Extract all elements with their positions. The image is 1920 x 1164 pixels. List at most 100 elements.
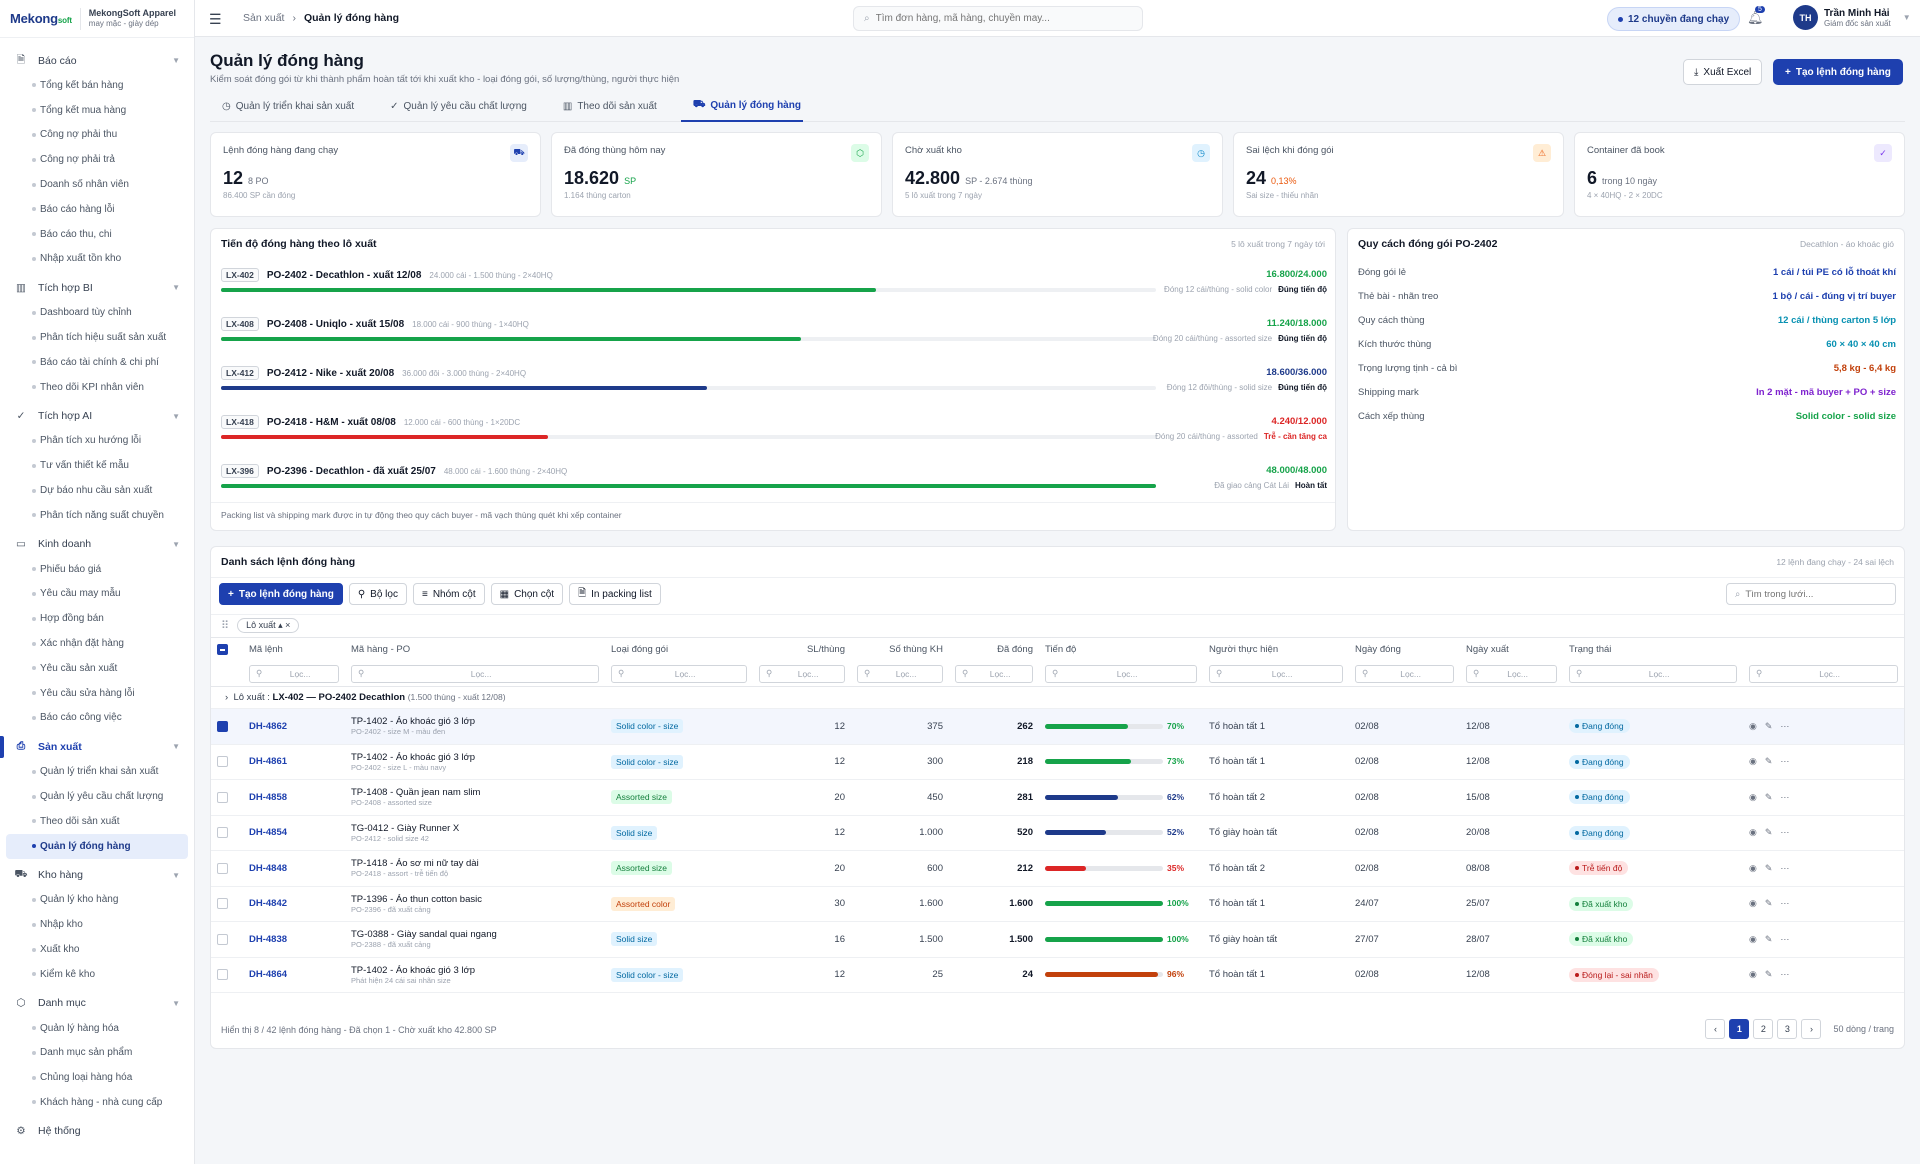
choose-columns-button[interactable]: ▦ Chọn cột	[490, 583, 564, 605]
user-menu[interactable]: TH Trần Minh Hải Giám đốc sản xuất ▼	[1793, 5, 1911, 30]
table-row[interactable]: DH-4848 TP-1418 - Áo sơ mi nữ tay dài PO-…	[211, 850, 1904, 887]
table-row[interactable]: DH-4861 TP-1402 - Áo khoác gió 3 lớp PO-2…	[211, 744, 1904, 780]
sidebar-item[interactable]: Tư vấn thiết kế mẫu	[0, 453, 194, 478]
bell-icon[interactable]: 🔔︎ 5	[1747, 6, 1765, 25]
kpi-card[interactable]: Container đã book ✓ 6 trong 10 ngày 4 × 40HQ…	[1574, 132, 1905, 217]
order-code[interactable]: DH-4842	[249, 898, 288, 910]
eye-icon[interactable]: ◉	[1749, 862, 1765, 873]
sidebar-item[interactable]: Quản lý yêu cầu chất lượng	[0, 784, 194, 809]
table-row[interactable]: DH-4842 TP-1396 - Áo thun cotton basic PO…	[211, 886, 1904, 922]
row-checkbox[interactable]	[217, 756, 228, 768]
column-header[interactable]: Tiến độ	[1039, 637, 1203, 662]
sidebar-item[interactable]: Báo cáo tài chính & chi phí	[0, 350, 194, 375]
tab-0[interactable]: ◷ Quản lý triển khai sản xuất	[222, 101, 355, 112]
crumb-production[interactable]: Sản xuất	[243, 12, 285, 24]
column-filter-input[interactable]: ⚲ Lọc...	[351, 664, 599, 683]
sidebar-group-1[interactable]: ▥ Tích hợp BI ▼	[0, 275, 194, 300]
column-filter-input[interactable]: ⚲ Lọc...	[955, 664, 1033, 683]
table-row[interactable]: DH-4858 TP-1408 - Quần jean nam slim PO-2…	[211, 779, 1904, 816]
sidebar-group-7[interactable]: ⚙ Hệ thống	[0, 1119, 194, 1144]
table-row[interactable]: DH-4854 TG-0412 - Giày Runner X PO-2412 -…	[211, 815, 1904, 851]
kpi-card[interactable]: Đã đóng thùng hôm nay ⬡ 18.620 SP 1.164 thùn…	[551, 132, 882, 217]
edit-icon[interactable]: ✎	[1764, 756, 1781, 767]
eye-icon[interactable]: ◉	[1749, 756, 1765, 767]
group-chip[interactable]: Lô xuất ▴ ×	[237, 618, 300, 633]
more-icon[interactable]: ⋯	[1780, 898, 1798, 909]
select-all[interactable]	[211, 637, 243, 662]
edit-icon[interactable]: ✎	[1764, 862, 1781, 873]
sidebar-item[interactable]: Dashboard tùy chỉnh	[0, 300, 194, 325]
sidebar-item[interactable]: Quản lý đóng hàng	[6, 833, 188, 859]
column-header[interactable]: Ngày đóng	[1349, 637, 1460, 662]
order-code[interactable]: DH-4858	[249, 791, 288, 803]
sidebar-item[interactable]: Yêu cầu may mẫu	[0, 582, 194, 607]
sidebar-group-5[interactable]: ⛟ Kho hàng ▼	[14, 868, 180, 882]
edit-icon[interactable]: ✎	[1764, 720, 1781, 731]
logo[interactable]: Mekongsoft	[10, 11, 72, 26]
page-button[interactable]: 1	[1729, 1019, 1750, 1039]
column-filter-input[interactable]: ⚲ Lọc...	[759, 664, 845, 683]
sidebar-item[interactable]: Phân tích năng suất chuyền	[0, 503, 194, 528]
kpi-card[interactable]: Lệnh đóng hàng đang chạy ⛟ 12 8 PO 86.400 SP…	[210, 132, 541, 217]
table-row[interactable]: DH-4864 TP-1402 - Áo khoác gió 3 lớp Phát…	[211, 957, 1904, 993]
kpi-card[interactable]: Sai lệch khi đóng gói ⚠ 24 0,13% Sai size - …	[1233, 132, 1564, 217]
column-header[interactable]: SL/thùng	[753, 637, 851, 662]
sidebar-item[interactable]: Báo cáo thu, chi	[0, 222, 194, 247]
row-checkbox[interactable]	[217, 933, 228, 945]
progress-row[interactable]: LX-408 PO-2408 - Uniqlo - xuất 15/08 18.00…	[221, 314, 1327, 360]
sidebar-item[interactable]: Quản lý hàng hóa	[0, 1016, 194, 1041]
sidebar-item[interactable]: Theo dõi sản xuất	[0, 809, 194, 834]
progress-row[interactable]: LX-412 PO-2412 - Nike - xuất 20/08 36.000 …	[221, 363, 1327, 409]
edit-icon[interactable]: ✎	[1764, 969, 1781, 980]
sidebar-item[interactable]: Quản lý kho hàng	[0, 888, 194, 913]
sidebar-item[interactable]: Tổng kết mua hàng	[0, 98, 194, 123]
column-header[interactable]: Mã lệnh	[243, 637, 345, 662]
sidebar-item[interactable]: Kiểm kê kho	[0, 962, 194, 987]
column-header[interactable]: Người thực hiện	[1203, 637, 1349, 662]
sidebar-item[interactable]: Dự báo nhu cầu sản xuất	[0, 478, 194, 503]
sidebar-item[interactable]: Báo cáo hàng lỗi	[0, 197, 194, 222]
progress-row[interactable]: LX-402 PO-2402 - Decathlon - xuất 12/08 24…	[221, 265, 1327, 311]
edit-icon[interactable]: ✎	[1764, 791, 1781, 802]
row-checkbox[interactable]	[217, 827, 228, 839]
more-icon[interactable]: ⋯	[1780, 862, 1798, 873]
next-page-button[interactable]: ›	[1801, 1019, 1822, 1039]
eye-icon[interactable]: ◉	[1749, 933, 1765, 944]
sidebar-group-6[interactable]: ⬡ Danh mục ▼	[0, 991, 194, 1016]
order-code[interactable]: DH-4861	[249, 756, 288, 768]
sidebar-item[interactable]: Xuất kho	[0, 937, 194, 962]
eye-icon[interactable]: ◉	[1749, 791, 1765, 802]
running-lines-badge[interactable]: 12 chuyền đang chạy	[1607, 7, 1741, 31]
sidebar-item[interactable]: Tổng kết bán hàng	[0, 73, 194, 98]
row-checkbox[interactable]	[217, 862, 228, 874]
row-checkbox[interactable]	[217, 720, 228, 732]
more-icon[interactable]: ⋯	[1780, 969, 1798, 980]
sidebar-item[interactable]: Báo cáo công việc	[0, 706, 194, 731]
tab-3[interactable]: ⛟ Quản lý đóng hàng	[680, 97, 803, 122]
eye-icon[interactable]: ◉	[1749, 827, 1765, 838]
sidebar-item[interactable]: Phân tích hiệu suất sản xuất	[0, 325, 194, 350]
row-checkbox[interactable]	[217, 969, 228, 981]
column-filter-input[interactable]: ⚲ Lọc...	[249, 664, 339, 683]
kpi-card[interactable]: Chờ xuất kho ◷ 42.800 SP - 2.674 thùng 5 lô …	[892, 132, 1223, 217]
edit-icon[interactable]: ✎	[1764, 898, 1781, 909]
order-code[interactable]: DH-4862	[249, 720, 288, 732]
drag-handle-icon[interactable]: ⠿	[221, 620, 230, 632]
sidebar-item[interactable]: Danh mục sản phẩm	[0, 1041, 194, 1066]
row-checkbox[interactable]	[217, 791, 228, 803]
print-packing-list-button[interactable]: 🗎︎ In packing list	[569, 583, 661, 605]
sidebar-item[interactable]: Công nợ phải thu	[0, 123, 194, 148]
create-packing-order-button[interactable]: + Tạo lệnh đóng hàng	[1773, 59, 1903, 85]
sidebar-group-2[interactable]: ✓ Tích hợp AI ▼	[0, 404, 194, 429]
column-filter-input[interactable]: ⚲ Lọc...	[1355, 664, 1454, 683]
sidebar-item[interactable]: Quản lý triển khai sản xuất	[0, 759, 194, 784]
sidebar-item[interactable]: Công nợ phải trả	[0, 147, 194, 172]
column-header[interactable]: Số thùng KH	[851, 637, 949, 662]
column-filter-input[interactable]: ⚲ Lọc...	[611, 664, 747, 683]
sidebar-item[interactable]: Doanh số nhân viên	[0, 172, 194, 197]
column-filter-input[interactable]: ⚲ Lọc...	[1749, 664, 1898, 683]
page-size[interactable]: 50 dòng / trang	[1833, 1024, 1894, 1034]
page-button[interactable]: 3	[1777, 1019, 1798, 1039]
tab-1[interactable]: ✓ Quản lý yêu cầu chất lượng	[390, 101, 527, 112]
eye-icon[interactable]: ◉	[1749, 720, 1765, 731]
